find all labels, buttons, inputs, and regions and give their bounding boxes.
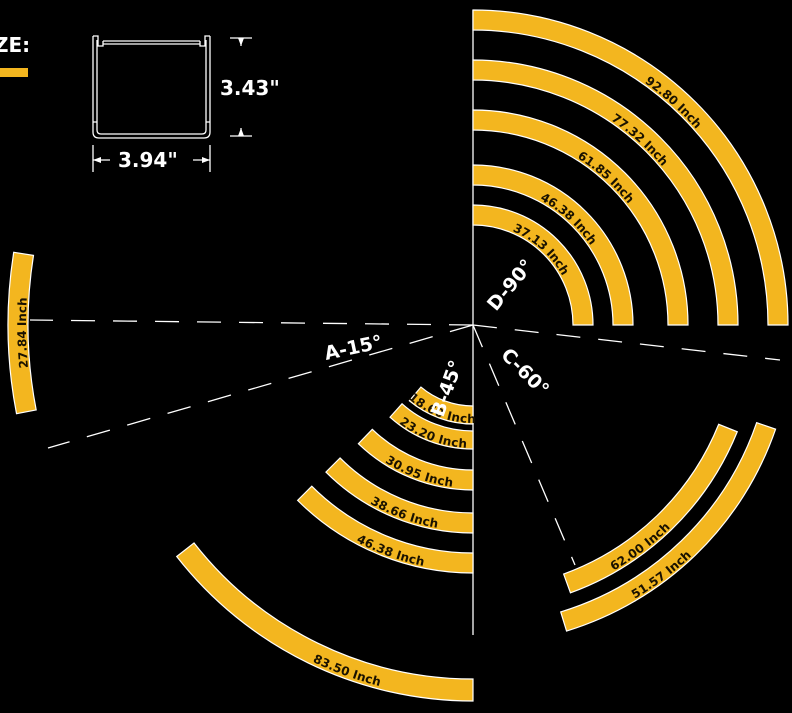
arc-label-a-1: 27.84 Inch — [14, 297, 30, 369]
width-arrow-right — [202, 157, 210, 163]
height-arrow-bottom — [238, 128, 244, 136]
arc-band-d-2 — [472, 164, 634, 326]
width-label: 3.94" — [118, 148, 178, 172]
arc-band-b-1 — [408, 386, 474, 425]
arc-band-d-1 — [472, 204, 594, 326]
ray-c-bottom — [472, 324, 576, 566]
arc-band-c-1 — [562, 423, 739, 594]
angle-label-c: C-60° — [496, 344, 553, 401]
arc-band-d-3 — [472, 109, 689, 326]
ray-a-bottom — [47, 324, 474, 449]
profile-outline — [92, 35, 211, 139]
arc-band-b-5 — [296, 485, 474, 574]
sector-rays — [29, 319, 781, 566]
ray-c-top — [472, 324, 781, 361]
arc-band-c-2 — [559, 421, 777, 632]
arc-band-a-1 — [7, 251, 37, 415]
angle-label-a: A-15° — [322, 331, 384, 365]
section-heading: ZE: — [0, 33, 30, 57]
arc-band-b-4 — [325, 457, 474, 534]
ray-a-top — [29, 319, 474, 326]
arc-band-d-5 — [472, 9, 789, 326]
height-arrow-top — [238, 38, 244, 46]
width-dimension — [92, 145, 211, 172]
angle-label-d: D-90° — [483, 255, 538, 315]
arc-band-b-6 — [175, 542, 474, 702]
arc-band-b-3 — [357, 428, 474, 491]
arc-band-d-4 — [472, 59, 739, 326]
arc-band-b-2 — [389, 402, 474, 450]
height-label: 3.43" — [220, 76, 280, 100]
width-arrow-left — [93, 157, 101, 163]
heading-underline — [0, 68, 28, 77]
